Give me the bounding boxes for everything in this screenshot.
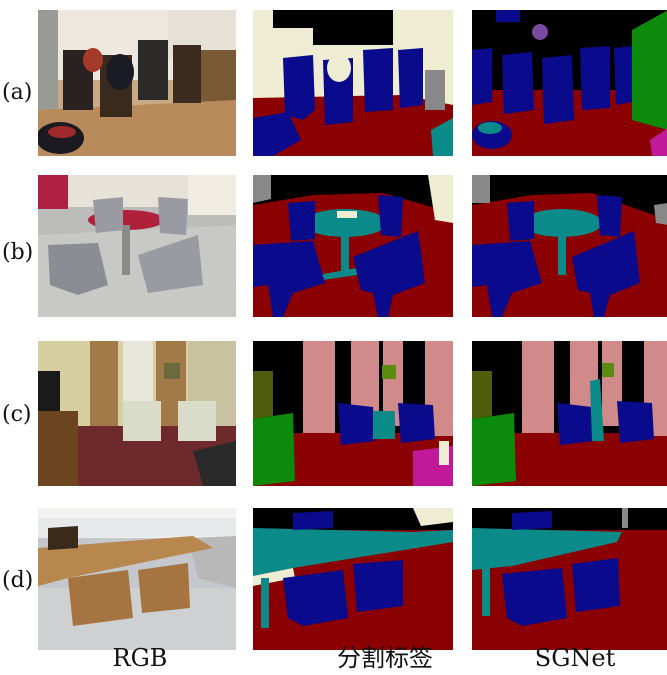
rgb-photo-d (38, 508, 236, 650)
rgb-photo-c (38, 341, 236, 486)
row-label-c: (c) (2, 402, 32, 427)
column-label-ground-truth: 分割标签 (337, 644, 433, 672)
row-label-b: (b) (2, 240, 34, 265)
sgnet-pred-c (472, 341, 667, 486)
row-label-a: (a) (2, 80, 33, 105)
sgnet-pred-d (472, 508, 667, 650)
label-mask-b (253, 175, 453, 317)
column-label-rgb: RGB (112, 644, 168, 672)
label-mask-c (253, 341, 453, 486)
rgb-photo-a (38, 10, 236, 156)
column-label-sgnet: SGNet (534, 644, 616, 672)
sgnet-pred-b (472, 175, 667, 317)
label-mask-a (253, 10, 453, 156)
row-label-d: (d) (2, 568, 34, 593)
sgnet-pred-a (472, 10, 667, 156)
rgb-photo-b (38, 175, 236, 317)
label-mask-d (253, 508, 453, 650)
